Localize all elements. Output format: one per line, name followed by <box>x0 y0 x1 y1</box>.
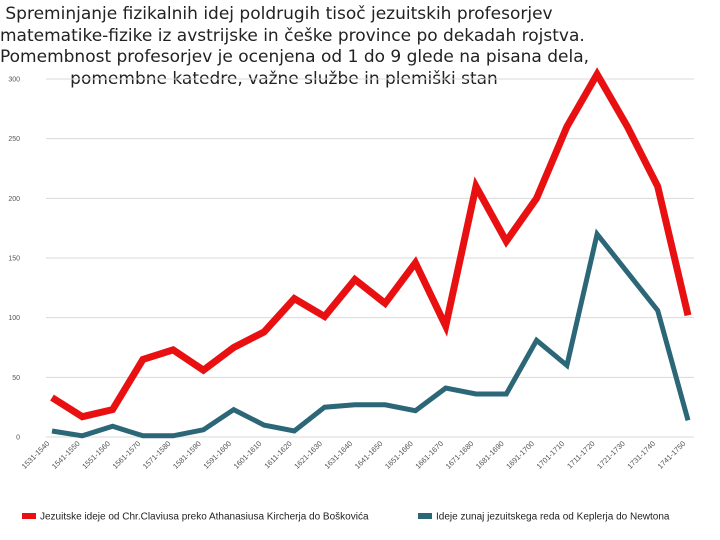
y-tick-label: 100 <box>8 315 20 322</box>
x-tick-label: 1681-1690 <box>474 439 506 471</box>
series-line-2 <box>51 228 691 439</box>
x-tick-label: 1561-1570 <box>111 439 143 471</box>
title-line-1: Spreminjanje fizikalnih idej poldrugih t… <box>5 4 553 24</box>
x-tick-label: 1601-1610 <box>232 439 264 471</box>
x-axis-ticks: 1531-15401541-15501551-15601561-15701571… <box>20 439 688 471</box>
x-tick-label: 1641-1650 <box>353 439 385 471</box>
x-tick-label: 1551-1560 <box>80 439 112 471</box>
grid-lines <box>46 78 694 438</box>
title-line-3: Pomembnost profesorjev je ocenjena od 1 … <box>0 47 590 67</box>
legend-label: Ideje zunaj jezuitskega reda od Keplerja… <box>436 512 670 523</box>
legend: Jezuitske ideje od Chr.Claviusa preko At… <box>22 512 670 523</box>
y-tick-label: 300 <box>8 77 20 84</box>
y-axis-ticks: 0 50 100 150 200 250 300 <box>8 77 20 442</box>
y-tick-label: 150 <box>8 256 20 263</box>
x-tick-label: 1621-1630 <box>292 439 324 471</box>
x-tick-label: 1691-1700 <box>504 439 536 471</box>
x-tick-label: 1541-1550 <box>50 439 82 471</box>
title-line-2: matematike-fizike iz avstrijske in češke… <box>0 25 585 46</box>
x-tick-label: 1591-1600 <box>201 439 233 471</box>
x-tick-label: 1721-1730 <box>595 439 627 471</box>
y-tick-label: 250 <box>8 136 20 143</box>
y-tick-label: 0 <box>16 435 20 442</box>
x-tick-label: 1531-1540 <box>20 439 52 471</box>
series-lines <box>50 67 692 439</box>
y-tick-label: 200 <box>8 196 20 203</box>
x-tick-label: 1701-1710 <box>535 439 567 471</box>
x-tick-label: 1671-1680 <box>444 439 476 471</box>
legend-swatch <box>22 513 36 519</box>
legend-label: Jezuitske ideje od Chr.Claviusa preko At… <box>40 512 369 523</box>
x-tick-label: 1661-1670 <box>413 439 445 471</box>
legend-swatch <box>418 513 432 519</box>
x-tick-label: 1581-1590 <box>171 439 203 471</box>
x-tick-label: 1651-1660 <box>383 439 415 471</box>
x-tick-label: 1711-1720 <box>565 439 596 470</box>
x-tick-label: 1731-1740 <box>625 439 657 471</box>
x-tick-label: 1611-1620 <box>262 439 293 470</box>
y-tick-label: 50 <box>12 375 20 382</box>
x-tick-label: 1741-1750 <box>656 439 688 471</box>
series-line-1 <box>50 67 692 421</box>
x-tick-label: 1631-1640 <box>323 439 355 471</box>
x-tick-label: 1571-1580 <box>141 439 173 471</box>
